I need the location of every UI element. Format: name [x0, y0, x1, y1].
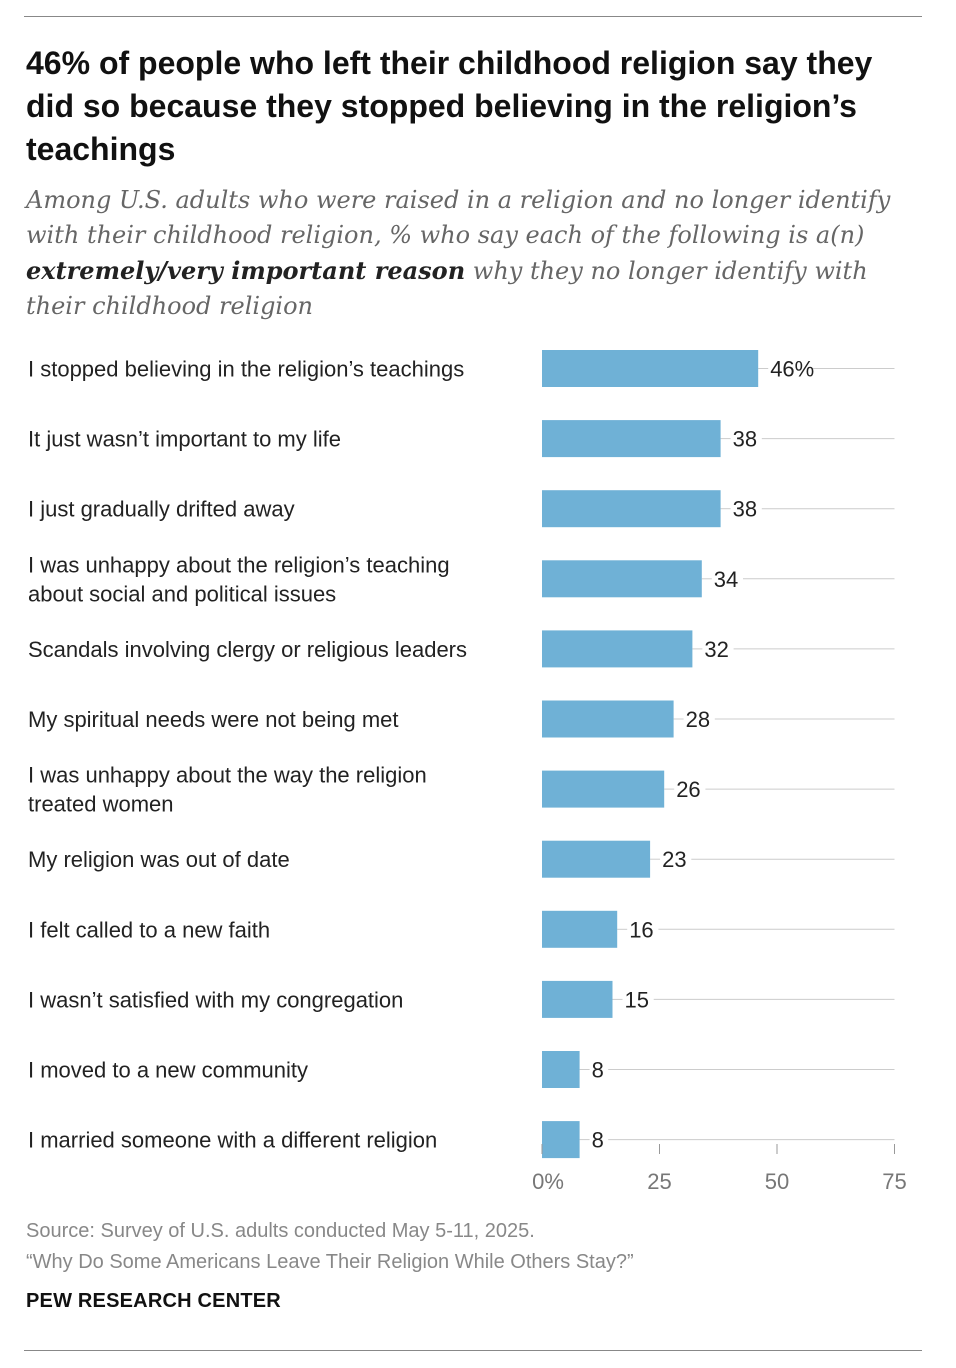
value-label: 32: [704, 637, 728, 662]
value-label: 38: [733, 497, 757, 522]
subtitle-emphasis: extremely/very important reason: [26, 256, 466, 285]
chart-subtitle: Among U.S. adults who were raised in a r…: [26, 183, 926, 324]
bar: [542, 350, 759, 387]
value-label: 8: [592, 1128, 604, 1153]
chart-title: 46% of people who left their childhood r…: [26, 45, 873, 167]
report-title: “Why Do Some Americans Leave Their Relig…: [26, 1251, 634, 1273]
source-text: Source: Survey of U.S. adults conducted …: [26, 1220, 535, 1242]
bar: [542, 490, 721, 528]
category-label: I felt called to a new faith: [28, 917, 270, 942]
value-label: 15: [625, 987, 649, 1012]
brand-logo: PEW RESEARCH CENTER: [26, 1290, 281, 1312]
bar: [542, 980, 613, 1018]
category-label: I was unhappy about the way the religion…: [28, 763, 427, 817]
bar: [542, 770, 665, 808]
category-label: I just gradually drifted away: [28, 497, 295, 522]
value-label: 8: [592, 1058, 604, 1083]
category-label: I moved to a new community: [28, 1058, 308, 1083]
subtitle-text-start: Among U.S. adults who were raised in a r…: [26, 186, 891, 249]
value-label: 16: [629, 917, 653, 942]
category-label: I stopped believing in the religion’s te…: [28, 357, 464, 382]
value-label: 38: [733, 427, 757, 452]
category-label: Scandals involving clergy or religious l…: [28, 637, 467, 662]
bar: [542, 630, 693, 668]
value-label: 46%: [770, 357, 814, 382]
category-label: My spiritual needs were not being met: [28, 707, 399, 732]
value-label: 26: [676, 777, 700, 802]
x-tick-label: 25: [647, 1169, 671, 1194]
bar: [542, 420, 721, 458]
value-label: 23: [662, 847, 686, 872]
value-label: 28: [686, 707, 710, 732]
top-rule: [24, 16, 922, 17]
subtitle-text-end: why they no longer identify with their c…: [26, 257, 868, 320]
category-label: It just wasn’t important to my life: [28, 427, 341, 452]
x-tick-label: 75: [882, 1169, 906, 1194]
source-note: Source: Survey of U.S. adults conducted …: [26, 1216, 634, 1278]
category-label: My religion was out of date: [28, 847, 290, 872]
category-label: I wasn’t satisfied with my congregation: [28, 987, 403, 1012]
category-label: I married someone with a different relig…: [28, 1128, 437, 1153]
bar: [542, 840, 651, 878]
bar: [542, 560, 702, 598]
category-label: I was unhappy about the religion’s teach…: [28, 552, 450, 606]
bar: [542, 700, 674, 738]
bar: [542, 910, 618, 948]
x-tick-label: 50: [765, 1169, 789, 1194]
x-tick-label: 0%: [532, 1169, 564, 1194]
bottom-rule: [24, 1350, 922, 1351]
value-label: 34: [714, 567, 738, 592]
bar: [542, 1051, 580, 1088]
bar: [542, 1121, 580, 1159]
